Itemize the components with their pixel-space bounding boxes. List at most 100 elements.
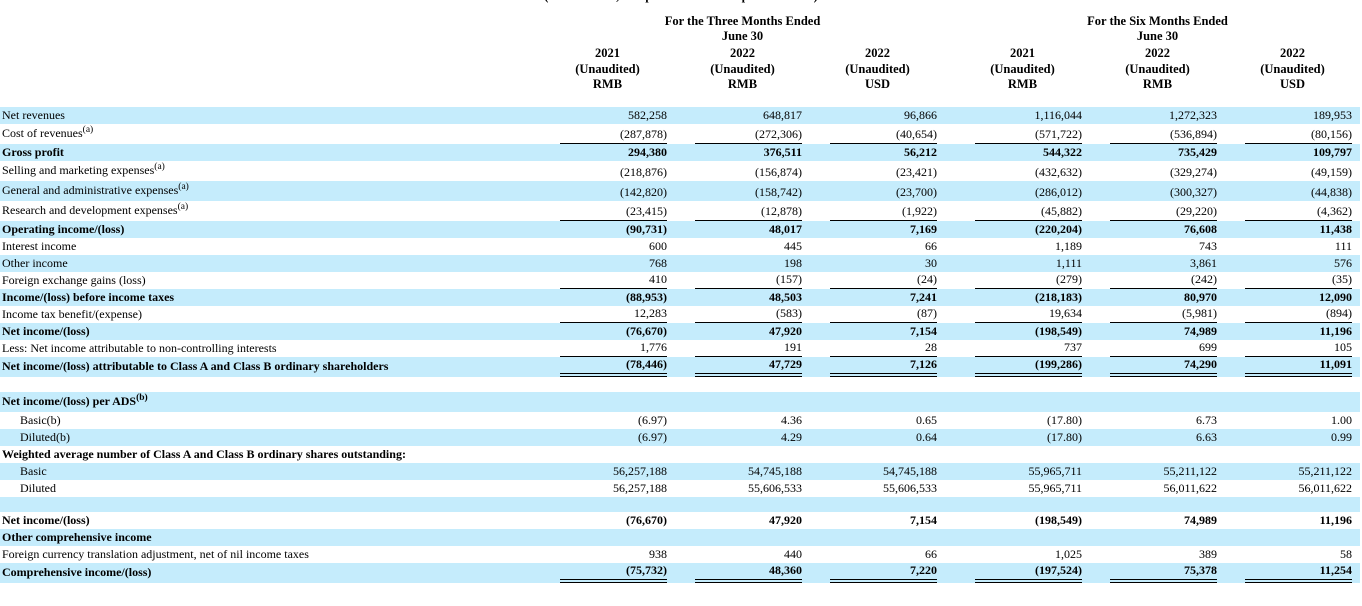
value-text: (5,981) — [1110, 306, 1217, 323]
column-header-2021-rmb-6m: 2021 (Unaudited) RMB — [955, 46, 1090, 107]
cell-value: 445 — [675, 238, 810, 255]
cell-value: 47,729 — [675, 357, 810, 377]
cell-value: 56,011,622 — [1090, 480, 1225, 497]
table-row: Net income/(loss) attributable to Class … — [0, 356, 1360, 377]
cell-value — [540, 392, 675, 412]
value-text: 55,965,711 — [1028, 463, 1082, 478]
col-year: 2021 — [1010, 46, 1035, 60]
column-gap — [945, 238, 955, 255]
group-header-row: For the Three Months Ended June 30 For t… — [0, 14, 1360, 46]
value-text: 938 — [649, 546, 667, 561]
value-text: 1,111 — [1055, 255, 1082, 270]
row-label: Research and development expenses(a) — [2, 202, 189, 217]
value-text: (24) — [830, 272, 937, 289]
cell-value: (198,549) — [955, 323, 1090, 340]
cell-value: 600 — [540, 238, 675, 255]
group-subtitle: June 30 — [721, 29, 764, 43]
value-text: 55,211,122 — [1298, 463, 1352, 478]
value-text: 30 — [925, 255, 937, 270]
cell-value: (23,415) — [540, 201, 675, 221]
table-note: (in thousands, except share data and per… — [0, 0, 1362, 4]
cell-value: 19,634 — [955, 306, 1090, 323]
value-text: 0.99 — [1331, 429, 1352, 444]
column-gap — [945, 463, 955, 480]
value-text: 74,989 — [1184, 512, 1217, 527]
cell-value: 1.00 — [1225, 412, 1360, 429]
cell-value — [540, 529, 675, 546]
cell-value: 410 — [540, 272, 675, 289]
value-text: 47,920 — [769, 323, 802, 338]
column-gap — [945, 392, 955, 412]
value-text: 737 — [975, 340, 1082, 357]
value-text: 544,322 — [1043, 144, 1082, 159]
cell-value: (17.80) — [955, 412, 1090, 429]
cell-value — [810, 446, 945, 463]
cell-value: 75,378 — [1090, 563, 1225, 583]
value-text: (78,446) — [560, 357, 667, 377]
row-label: Basic — [20, 463, 47, 478]
cell-value: 109,797 — [1225, 144, 1360, 161]
cell-value: (571,722) — [955, 124, 1090, 144]
income-statement-table: For the Three Months Ended June 30 For t… — [0, 14, 1360, 583]
value-text: 582,258 — [628, 107, 667, 122]
column-gap — [945, 357, 955, 377]
cell-value — [1225, 446, 1360, 463]
cell-value: 55,211,122 — [1090, 463, 1225, 480]
cell-value: 6.63 — [1090, 429, 1225, 446]
cell-value: 74,989 — [1090, 512, 1225, 529]
value-text: (87) — [830, 306, 937, 323]
value-text: 0.64 — [916, 429, 937, 444]
cell-value: 1,189 — [955, 238, 1090, 255]
value-text: (6.97) — [638, 412, 667, 427]
cell-value: (218,183) — [955, 289, 1090, 306]
cell-value: (76,670) — [540, 512, 675, 529]
column-gap — [945, 529, 955, 546]
table-row: Gross profit 294,380 376,511 56,212 544,322 7… — [0, 143, 1360, 161]
value-text: 75,378 — [1110, 563, 1217, 583]
cell-value — [675, 497, 810, 512]
row-label: Net income/(loss) per ADS(b) — [2, 393, 148, 408]
cell-value: (90,731) — [540, 221, 675, 238]
column-gap — [945, 272, 955, 289]
column-gap — [945, 480, 955, 497]
table-row: Cost of revenues(a) (287,878) (272,306) (40… — [0, 124, 1360, 144]
cell-value — [955, 529, 1090, 546]
spacer-row — [0, 377, 1360, 392]
column-header-2022-rmb-3m: 2022 (Unaudited) RMB — [675, 46, 810, 107]
value-text: (88,953) — [626, 289, 667, 304]
value-text: 576 — [1334, 255, 1352, 270]
value-text: 735,429 — [1178, 144, 1217, 159]
column-gap — [945, 124, 955, 144]
value-text: (17.80) — [1047, 429, 1082, 444]
value-text: (199,286) — [975, 357, 1082, 377]
value-text: 80,970 — [1184, 289, 1217, 304]
cell-value: 74,290 — [1090, 357, 1225, 377]
col-status: (Unaudited) — [575, 61, 640, 76]
cell-value: 11,196 — [1225, 323, 1360, 340]
cell-value: 735,429 — [1090, 144, 1225, 161]
value-text: (218,183) — [1035, 289, 1082, 304]
column-header-2022-usd-6m: 2022 (Unaudited) USD — [1225, 46, 1360, 107]
cell-value — [1090, 392, 1225, 412]
value-text: 48,503 — [769, 289, 802, 304]
value-text: 648,817 — [763, 107, 802, 122]
cell-value — [675, 377, 810, 392]
table-row: Selling and marketing expenses(a) (218,87… — [0, 161, 1360, 181]
cell-value: 699 — [1090, 340, 1225, 357]
col-status: (Unaudited) — [845, 61, 910, 76]
cell-value — [540, 497, 675, 512]
cell-value: 576 — [1225, 255, 1360, 272]
value-text: (158,742) — [755, 184, 802, 199]
value-text: (49,159) — [1311, 164, 1352, 179]
value-text: (198,549) — [1035, 323, 1082, 338]
value-text: 74,989 — [1184, 323, 1217, 338]
value-text: 410 — [560, 272, 667, 289]
cell-value: (583) — [675, 306, 810, 323]
column-gap — [945, 446, 955, 463]
table-body: Net revenues 582,258 648,817 96,866 1,116,04… — [0, 106, 1360, 583]
col-year: 2022 — [1280, 46, 1305, 60]
value-text: (40,654) — [830, 127, 937, 144]
cell-value: 54,745,188 — [810, 463, 945, 480]
value-text: 11,196 — [1319, 512, 1352, 527]
table-row: Other comprehensive income — [0, 528, 1360, 546]
